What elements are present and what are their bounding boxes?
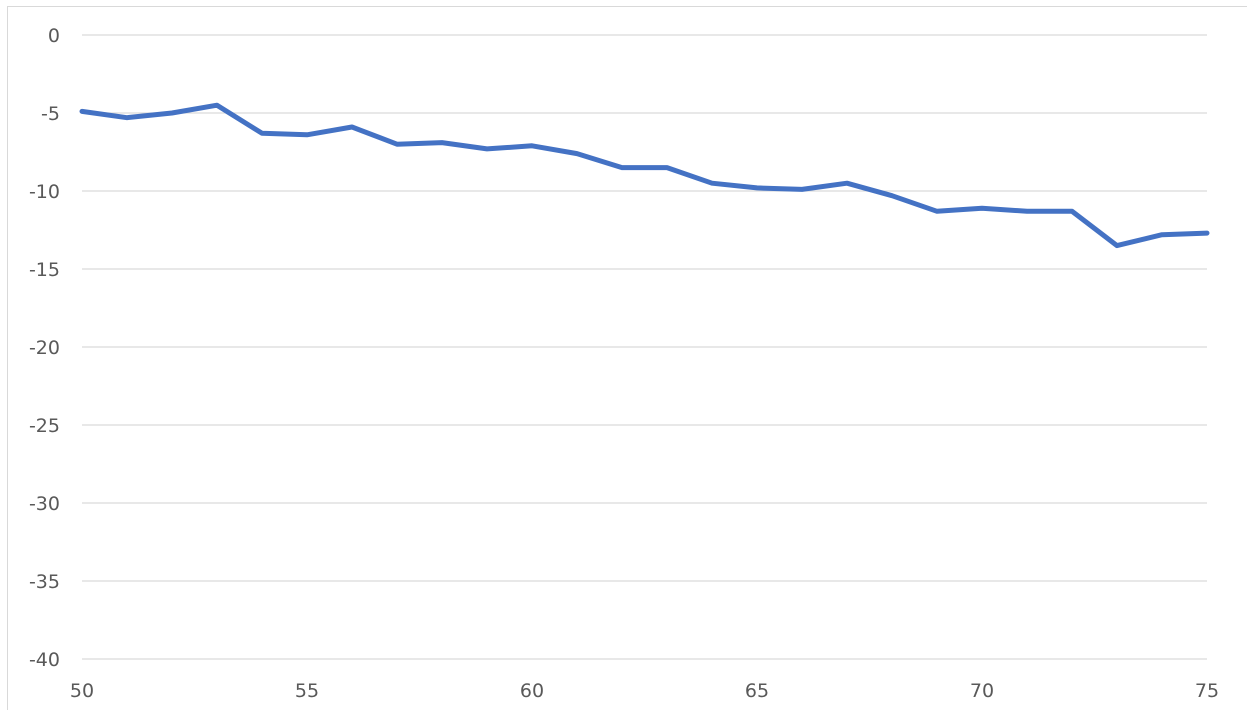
y-tick-label: -20	[29, 337, 60, 359]
x-tick-label: 65	[745, 680, 769, 702]
y-axis-tick-labels: 0 -5 -10 -15 -20 -25 -30 -35 -40	[29, 25, 60, 671]
x-tick-label: 70	[970, 680, 994, 702]
y-tick-label: -15	[29, 259, 60, 281]
series-lines	[79, 102, 1210, 249]
y-tick-label: -25	[29, 415, 60, 437]
chart-frame	[7, 6, 1247, 710]
y-tick-label: -5	[41, 103, 60, 125]
y-tick-label: -10	[29, 181, 60, 203]
y-tick-label: -35	[29, 571, 60, 593]
y-tick-label: -40	[29, 649, 60, 671]
y-tick-label: 0	[48, 25, 60, 47]
x-tick-label: 60	[520, 680, 544, 702]
x-tick-label: 75	[1195, 680, 1219, 702]
y-tick-label: -30	[29, 493, 60, 515]
x-tick-label: 55	[295, 680, 319, 702]
x-axis-tick-labels: 50 55 60 65 70 75	[70, 680, 1219, 702]
x-tick-label: 50	[70, 680, 94, 702]
series-line	[79, 102, 1210, 249]
gridlines	[82, 34, 1207, 660]
